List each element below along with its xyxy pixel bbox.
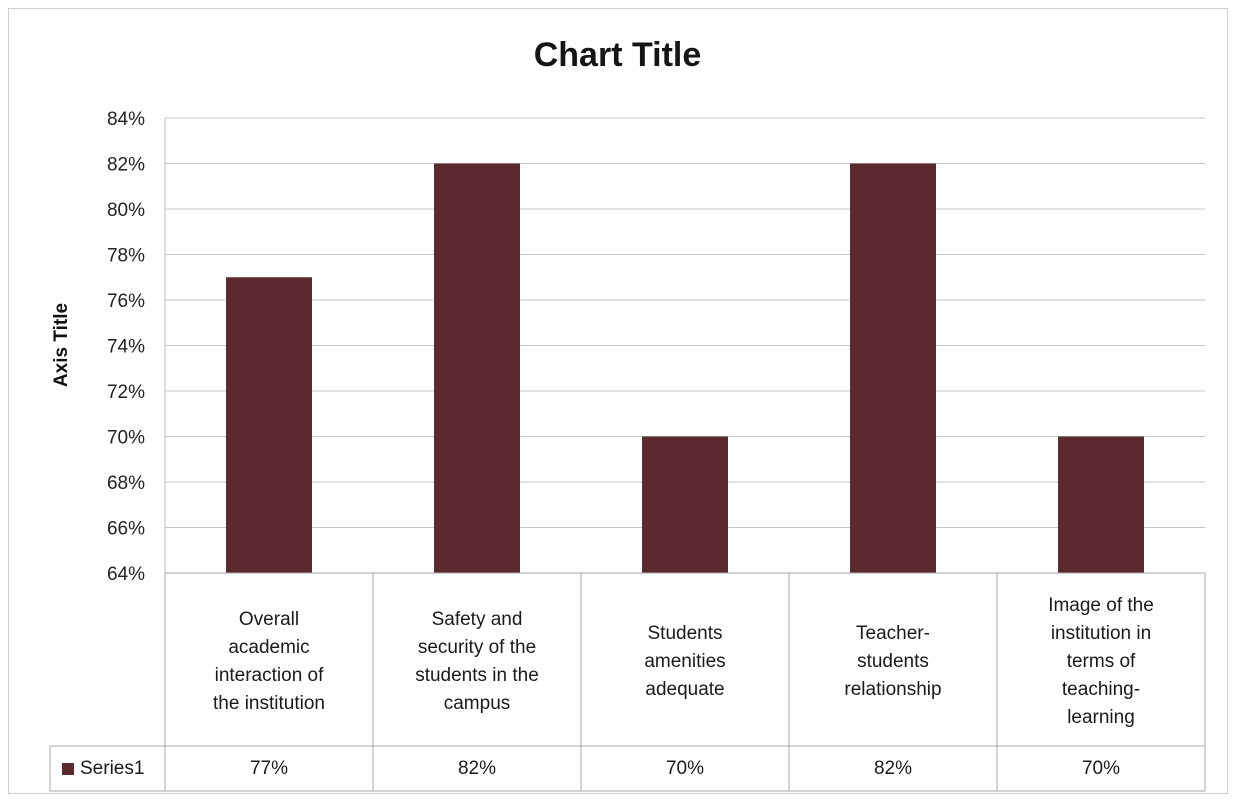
category-label-line: amenities (644, 650, 726, 672)
category-label-line: learning (1067, 706, 1135, 728)
category-label-line: interaction of (214, 664, 324, 686)
y-tick-label: 70% (107, 428, 145, 449)
legend-entry: Series1 (62, 746, 144, 792)
y-tick-label: 64% (107, 564, 145, 585)
category-label-line: academic (228, 636, 310, 658)
data-table-value: 70% (665, 758, 705, 779)
category-label-line: the institution (213, 692, 325, 714)
data-table-value: 77% (249, 758, 289, 779)
chart-frame (8, 8, 1228, 794)
category-label-line: Students (647, 622, 723, 644)
category-label-line: security of the (417, 636, 537, 658)
legend-label: Series1 (80, 758, 145, 779)
y-tick-label: 74% (107, 337, 145, 358)
y-tick-label: 80% (107, 200, 145, 221)
y-tick-label: 76% (107, 291, 145, 312)
category-label-line: teaching- (1061, 678, 1141, 700)
category-label: Teacher-students relationship (789, 620, 997, 704)
category-label-line: relationship (844, 678, 942, 700)
category-label-line: campus (443, 692, 511, 714)
data-table-value: 82% (457, 758, 497, 779)
category-label-line: Teacher- (856, 622, 930, 644)
category-label-line: institution in (1050, 622, 1152, 644)
category-label-line: terms of (1066, 650, 1136, 672)
category-label-line: students in the (415, 664, 539, 686)
y-tick-label: 78% (107, 246, 145, 267)
category-label: Overall academic interaction of the institu… (165, 606, 373, 718)
bar (642, 436, 728, 573)
y-tick-label: 72% (107, 382, 145, 403)
y-tick-label: 66% (107, 519, 145, 540)
bar (226, 277, 312, 573)
y-tick-label: 68% (107, 473, 145, 494)
chart-title: Chart Title (533, 36, 702, 74)
y-tick-label: 84% (107, 109, 145, 130)
category-label-line: Safety and (431, 608, 523, 630)
bar (434, 163, 520, 573)
category-label: Safety and security of the students in the… (373, 606, 581, 718)
data-table-value: 70% (1081, 758, 1121, 779)
category-label-line: adequate (645, 678, 725, 700)
data-table-value: 82% (873, 758, 913, 779)
category-label: Students amenities adequate (581, 620, 789, 704)
category-label-line: students (857, 650, 929, 672)
bar (850, 163, 936, 573)
category-label-line: Image of the (1048, 594, 1154, 616)
bar (1058, 436, 1144, 573)
legend-swatch (62, 762, 74, 775)
y-tick-label: 82% (107, 155, 145, 176)
category-label-line: Overall (238, 608, 300, 630)
category-label: Image of the institution in terms of teachi… (997, 592, 1205, 732)
